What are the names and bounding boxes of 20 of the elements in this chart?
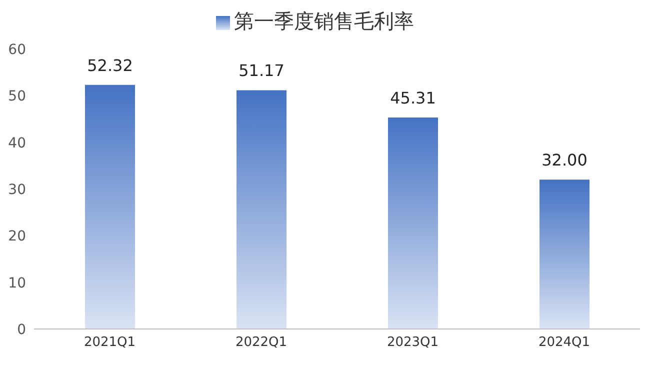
x-tick-label: 2021Q1 xyxy=(84,335,136,350)
text: 52.32 xyxy=(87,56,133,75)
legend-label: 第一季度销售毛利率 xyxy=(234,9,414,33)
bar xyxy=(388,118,438,329)
y-tick-label: 50 xyxy=(8,88,26,105)
y-tick-label: 60 xyxy=(8,42,26,58)
x-tick-label: 2024Q1 xyxy=(538,335,590,350)
x-tick-label: 2022Q1 xyxy=(235,335,288,350)
text: 32.00 xyxy=(542,150,588,170)
y-tick-label: 40 xyxy=(8,135,26,152)
y-tick-label: 0 xyxy=(17,322,26,338)
text: 51.17 xyxy=(238,61,284,80)
bar xyxy=(236,90,286,329)
bar xyxy=(85,84,135,329)
y-tick-label: 10 xyxy=(8,275,26,292)
text: 45.31 xyxy=(390,88,436,108)
x-tick-label: 2023Q1 xyxy=(386,335,439,350)
y-tick-label: 20 xyxy=(8,228,26,245)
bar xyxy=(540,180,590,329)
y-tick-label: 30 xyxy=(8,182,26,198)
